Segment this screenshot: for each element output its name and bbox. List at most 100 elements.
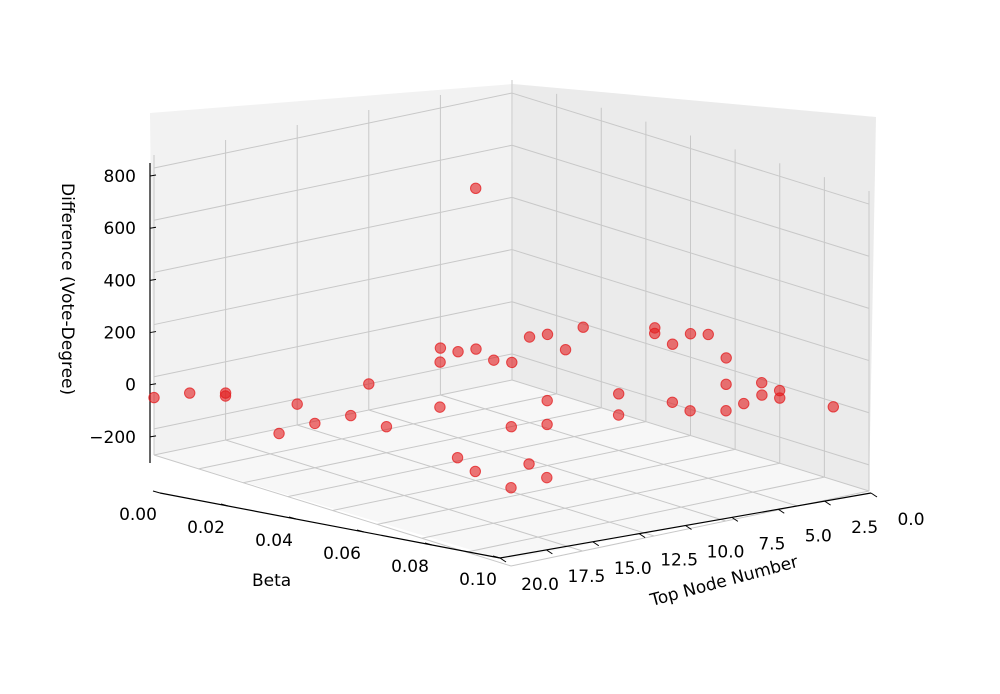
right-wall-grid-line-z (511, 144, 870, 257)
beta-tick-mark (288, 516, 297, 520)
data-point-6 (291, 398, 303, 410)
z-tick-mark (149, 331, 157, 334)
data-point-18 (577, 321, 589, 333)
data-point-43 (541, 471, 553, 484)
data-point-45 (469, 465, 481, 478)
node-tick-label: 17.5 (567, 567, 605, 587)
z-tick-mark (149, 174, 157, 177)
node-tick-mark (777, 508, 785, 514)
node-tick-label: 12.5 (660, 551, 698, 571)
left-wall-grid-line-z (153, 92, 513, 169)
right-wall-grid-line-z (511, 196, 870, 309)
data-points (148, 182, 839, 494)
data-point-42 (451, 452, 464, 464)
beta-tick-label: 0.02 (187, 518, 225, 538)
data-point-7 (345, 409, 357, 422)
floor-pane (154, 380, 869, 560)
z-tick-mark (149, 226, 157, 229)
tick-labels: 0.00 0.02 0.04 0.06 0.08 0.10 0.0 2.5 5.0 7.5 10.0… (89, 167, 924, 595)
z-axis-label: Difference (Vote-Degree) (57, 183, 77, 395)
data-point-21 (684, 328, 697, 340)
floor-grid-line-node (287, 421, 646, 498)
beta-tick-mark (356, 529, 365, 533)
data-point-12 (488, 354, 500, 366)
right-wall-grid-line-z (511, 249, 870, 362)
z-tick-mark (149, 435, 157, 438)
data-point-26 (756, 389, 768, 401)
node-tick-label: 2.5 (851, 518, 878, 538)
data-point-20 (649, 322, 661, 334)
back-wall-left-pane (150, 84, 513, 455)
beta-tick-label: 0.10 (459, 570, 497, 590)
node-tick-label: 10.0 (707, 543, 745, 563)
data-point-5 (273, 427, 285, 440)
beta-axis-line (159, 492, 501, 559)
beta-tick-mark (152, 490, 161, 494)
node-tick-mark (731, 516, 739, 522)
data-point-33 (738, 397, 750, 410)
data-point-41 (523, 458, 535, 470)
left-wall-grid-line-z (153, 353, 513, 430)
left-wall-grid-line-z (153, 249, 513, 326)
z-tick-label: 200 (104, 324, 136, 344)
data-point-24 (702, 328, 714, 341)
beta-tick-label: 0.00 (119, 505, 157, 525)
left-wall-grid-line-z (153, 144, 513, 221)
data-point-36 (612, 409, 625, 421)
left-wall-grid-line-z (153, 196, 513, 273)
x-axis-label: Beta (252, 571, 291, 591)
node-tick-mark (824, 500, 831, 506)
floor-grid-line-node (198, 393, 557, 470)
z-tick-label: 400 (104, 271, 136, 291)
z-tick-label: 800 (104, 167, 136, 187)
data-point-29 (773, 384, 786, 397)
node-tick-mark (870, 492, 878, 498)
node-tick-label: 20.0 (521, 575, 559, 595)
data-point-8 (380, 420, 393, 433)
node-tick-label: 15.0 (614, 559, 652, 579)
node-tick-mark (685, 525, 692, 530)
left-wall-grid-line-z (153, 301, 513, 378)
beta-tick-mark (220, 503, 229, 507)
data-point-34 (684, 405, 696, 417)
node-tick-mark (499, 557, 507, 563)
data-point-40 (434, 401, 446, 413)
node-tick-label: 5.0 (805, 526, 832, 546)
data-point-31 (720, 405, 732, 417)
z-tick-label: 600 (104, 219, 136, 239)
beta-tick-label: 0.06 (323, 544, 361, 564)
data-point-2 (219, 387, 232, 399)
data-point-39 (505, 421, 517, 433)
data-point-25 (559, 343, 572, 356)
data-point-0 (148, 391, 160, 404)
data-point-38 (541, 418, 553, 431)
data-point-15 (506, 356, 518, 369)
node-tick-mark (546, 549, 553, 555)
data-point-3 (184, 387, 196, 399)
z-tick-label: −200 (89, 428, 136, 448)
data-point-30 (720, 378, 732, 391)
data-point-9 (363, 378, 375, 390)
floor-grid-line-node (153, 379, 513, 456)
data-point-17 (541, 328, 554, 341)
data-point-46 (666, 396, 679, 408)
beta-tick-mark (492, 555, 501, 559)
data-point-11 (434, 356, 446, 368)
data-point-14 (434, 342, 447, 354)
right-wall-grid-line-z (511, 301, 870, 414)
floor-grid-line-node (377, 448, 736, 525)
data-point-16 (523, 331, 536, 343)
data-point-13 (470, 343, 482, 355)
z-tick-mark (149, 278, 157, 281)
data-point-35 (613, 388, 625, 400)
node-tick-label: 0.0 (897, 510, 924, 530)
beta-tick-label: 0.04 (255, 531, 293, 551)
axis-lines (149, 163, 878, 563)
data-point-10 (452, 345, 464, 358)
node-tick-label: 7.5 (758, 534, 785, 554)
z-tick-label: 0 (125, 376, 136, 396)
data-point-47 (470, 182, 482, 195)
data-point-23 (720, 352, 732, 364)
z-tick-mark (149, 383, 157, 386)
